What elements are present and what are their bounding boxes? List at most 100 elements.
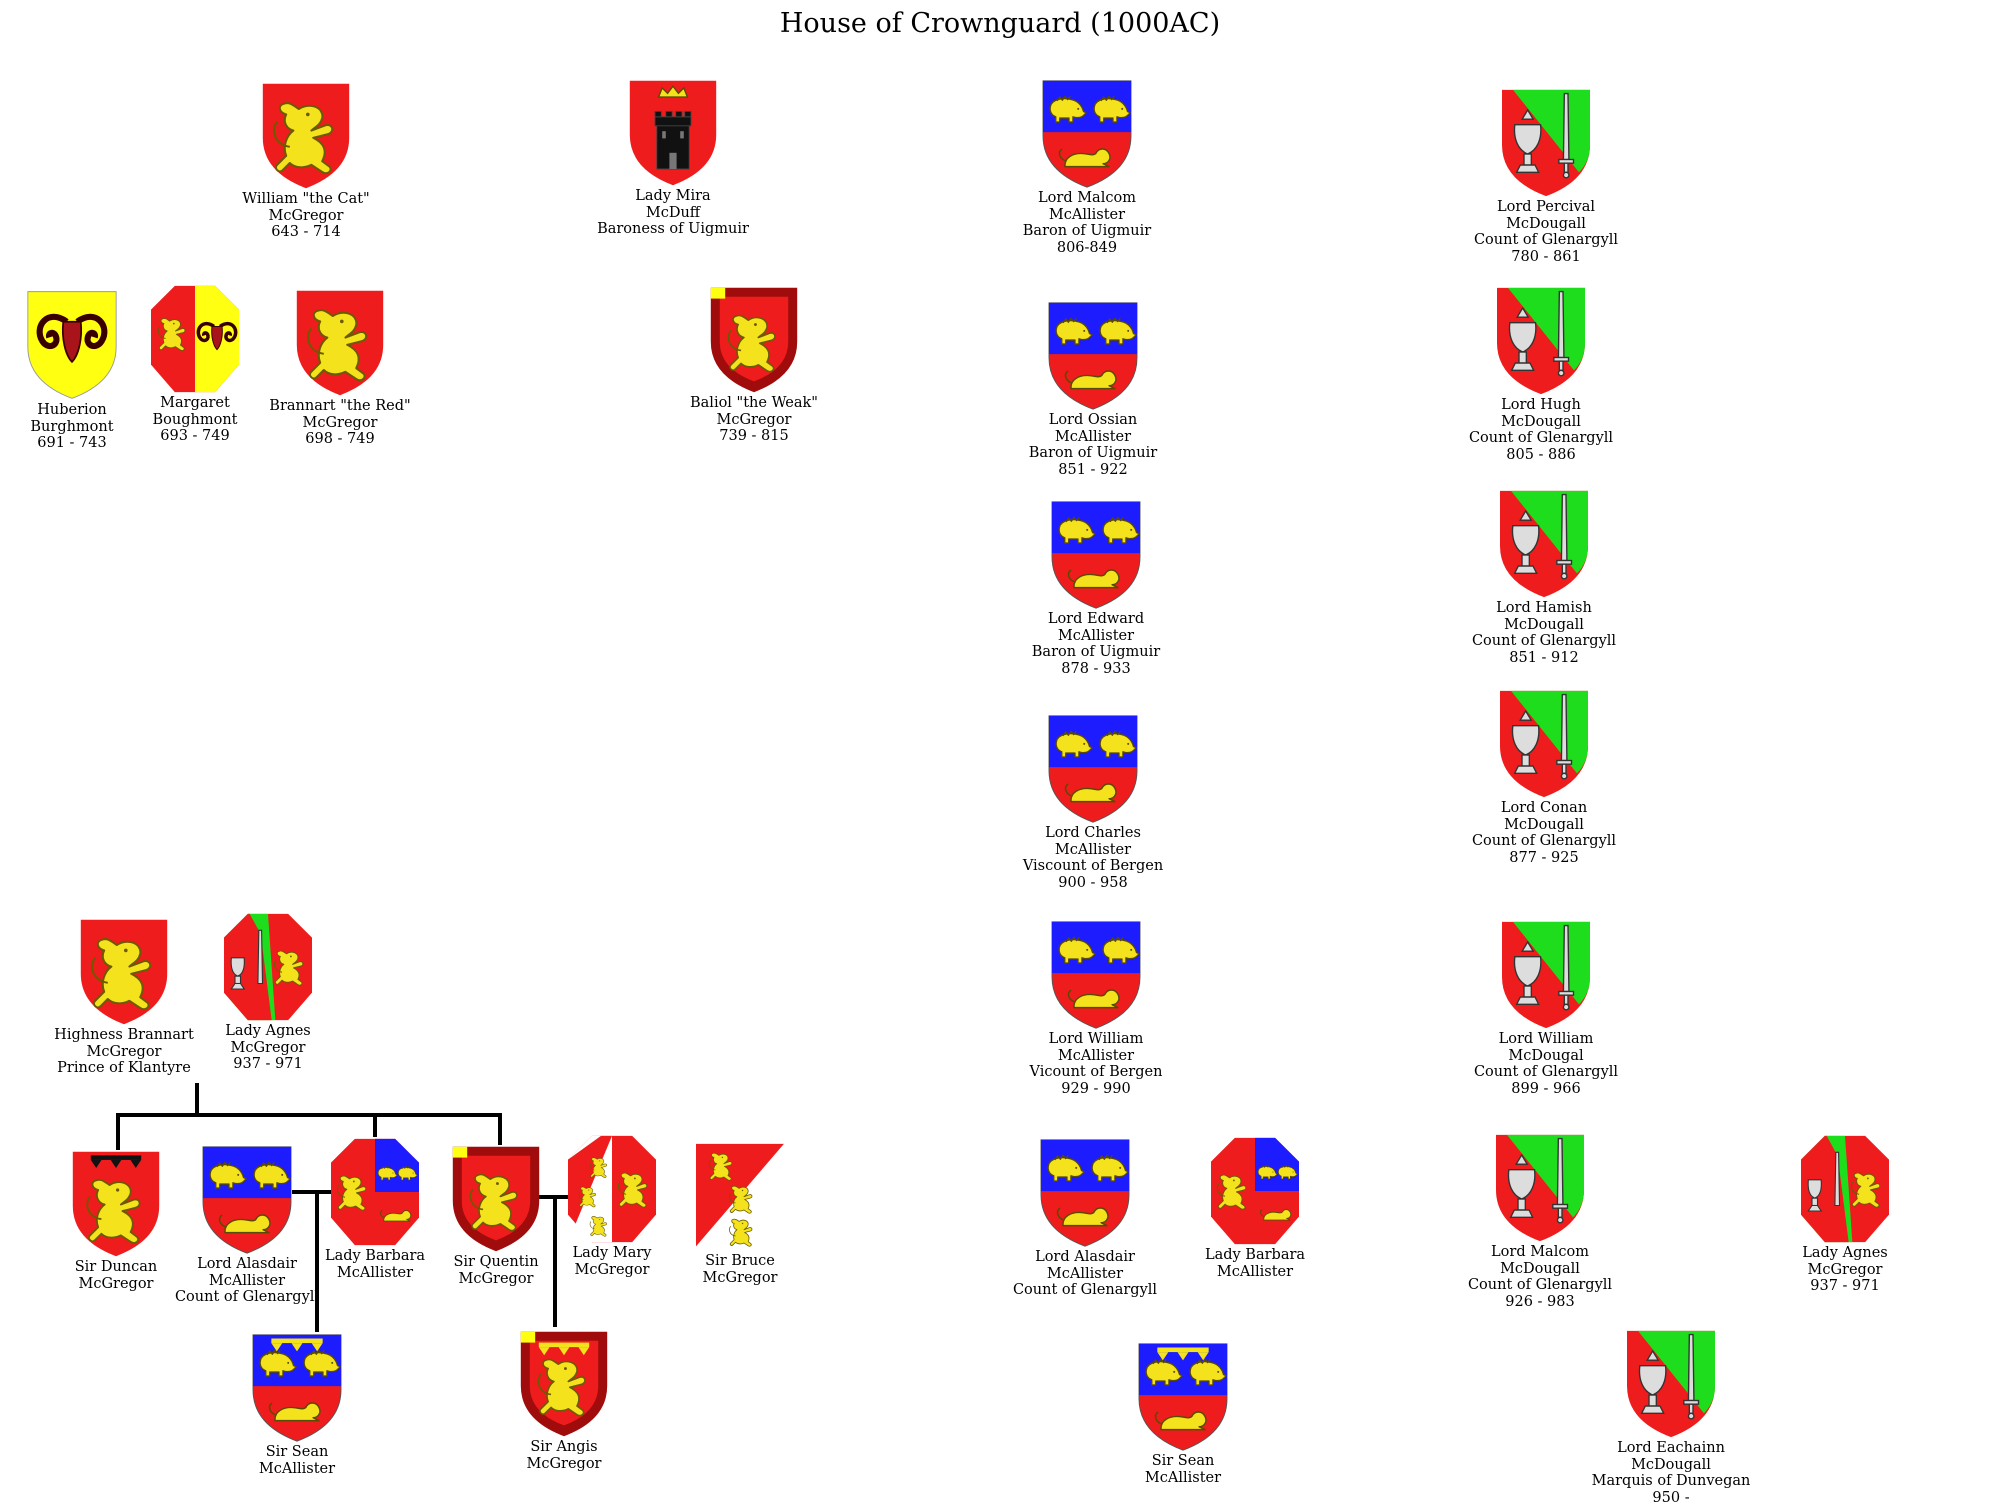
coat-of-arms-cup-sword-icon [1500,490,1588,598]
coat-of-arms-boars-icon [1042,80,1132,188]
caption-house: McGregor [268,207,344,224]
person-caption: Lord Hugh McDougall Count of Glenargyll … [1426,397,1656,463]
caption-name: Lord Edward [1047,611,1145,627]
person-sir-bruce: Sir Bruce McGregor [625,1142,855,1286]
caption-name: Lord Alasdair [197,1256,297,1272]
caption-house: McAllister [1054,841,1132,858]
caption-house: McDuff [645,204,701,221]
coat-of-arms-cup-sword-icon [1497,287,1585,395]
person-caption: Lord Alasdair McAllister Count of Glenar… [970,1249,1200,1299]
caption-house: McAllister [1054,428,1132,445]
caption-title: Baron of Uigmuir [1028,445,1158,462]
caption-name: Lord Ossian [1048,412,1138,428]
caption-name: Lord William [1498,1031,1594,1047]
caption-name: Sir Bruce [705,1253,775,1269]
caption-house: McGregor [1807,1261,1883,1278]
coat-of-arms-cup-sword-icon [1496,1134,1584,1242]
caption-dates: 877 - 925 [1509,849,1579,866]
person-alasdair-left: Lord Alasdair McAllister Count of Glenar… [132,1145,362,1306]
coat-of-arms-lion-icon [80,919,168,1025]
person-caption: Lady Agnes McGregor 937 - 971 [1730,1245,1960,1295]
coat-of-arms-lozenge-icon [1211,1137,1299,1245]
caption-house: McDougall [1504,616,1584,633]
caption-house: McAllister [1057,627,1135,644]
caption-house: McAllister [1046,1265,1124,1282]
person-caption: Highness Brannart McGregor Prince of Kla… [9,1027,239,1077]
caption-title: Count of Glenargyll [1468,430,1614,447]
caption-name: Lord Percival [1496,199,1596,215]
coat-of-arms-lozenge-icon [224,913,312,1021]
person-caption: Lord Conan McDougall Count of Glenargyll… [1429,800,1659,866]
caption-dates: 805 - 886 [1506,446,1576,463]
caption-dates: 851 - 912 [1509,649,1579,666]
person-sean-left: Sir Sean McAllister [182,1333,412,1477]
person-hugh-mcdougall: Lord Hugh McDougall Count of Glenargyll … [1426,286,1656,463]
caption-house: McAllister [258,1460,336,1477]
person-edward-mcallister: Lord Edward McAllister Baron of Uigmuir … [981,500,1211,677]
person-william-mcdougal: Lord William McDougal Count of Glenargyl… [1431,920,1661,1097]
caption-house: McDougall [1501,413,1581,430]
person-malcom-mcallister: Lord Malcom McAllister Baron of Uigmuir … [972,79,1202,256]
coat-of-arms-lions-bend-icon [696,1143,784,1251]
caption-house: McAllister [1057,1047,1135,1064]
coat-of-arms-boars-icon [202,1146,292,1254]
person-caption: Lady Barbara McAllister [260,1248,490,1281]
coat-of-arms-cup-sword-icon [1502,921,1590,1029]
person-malcom-mcdougall: Lord Malcom McDougall Count of Glenargyl… [1425,1133,1655,1310]
caption-dates: 806-849 [1056,239,1118,256]
person-caption: Sir Angis McGregor [449,1439,679,1472]
caption-house: McGregor [302,414,378,431]
caption-name: Lady Agnes [225,1023,311,1039]
person-caption: Lord Edward McAllister Baron of Uigmuir … [981,611,1211,677]
caption-dates: 900 - 958 [1058,874,1128,891]
person-agnes-right: Lady Agnes McGregor 937 - 971 [1730,1134,1960,1295]
person-margaret: Margaret Boughmont 693 - 749 [80,284,310,445]
caption-dates: 929 - 990 [1061,1080,1131,1097]
caption-name: Lord Conan [1500,800,1588,816]
person-caption: Lord Malcom McAllister Baron of Uigmuir … [972,190,1202,256]
caption-title: Count of Glenargyll [174,1289,320,1306]
caption-house: McDougall [1631,1456,1711,1473]
caption-name: Sir Sean [1151,1453,1215,1469]
coat-of-arms-boars-label-icon [252,1334,342,1442]
caption-title: Vicount of Bergen [1029,1064,1163,1081]
caption-dates: 698 - 749 [305,431,375,448]
person-caption: Lord Hamish McDougall Count of Glenargyl… [1429,600,1659,666]
coat-of-arms-boars-icon [1048,302,1138,410]
coat-of-arms-boars-icon [1051,501,1141,609]
caption-house: McDougall [1504,816,1584,833]
caption-house: McAllister [208,1272,286,1289]
coat-of-arms-cup-sword-icon [1502,89,1590,197]
caption-dates: 937 - 971 [233,1056,303,1073]
person-percival-mcdougall: Lord Percival McDougall Count of Glenarg… [1431,88,1661,265]
caption-house: McAllister [336,1264,414,1281]
caption-name: Sir Angis [530,1439,598,1455]
coat-of-arms-lion-bordure-icon [452,1146,540,1252]
caption-house: McDougall [1500,1260,1580,1277]
caption-house: McGregor [716,411,792,428]
caption-name: Highness Brannart [54,1027,194,1043]
coat-of-arms-lozenge-icon [331,1138,419,1246]
caption-title: Baroness of Uigmuir [597,221,749,238]
coat-of-arms-lozenge-icon [1801,1135,1889,1243]
caption-title: Count of Glenargyll [1012,1282,1158,1299]
caption-name: Sir Quentin [453,1254,539,1270]
person-conan-mcdougall: Lord Conan McDougall Count of Glenargyll… [1429,689,1659,866]
caption-house: Burghmont [30,418,114,435]
caption-house: McGregor [702,1269,778,1286]
coat-of-arms-lozenge-icon [151,285,239,393]
caption-title: Viscount of Bergen [1022,858,1164,875]
caption-name: Lady Barbara [1204,1247,1306,1263]
caption-title: Marquis of Dunvegan [1591,1473,1751,1490]
person-caption: Huberion Burghmont 691 - 743 [0,402,187,452]
caption-house: McDougal [1508,1047,1584,1064]
coat-of-arms-lion-icon [296,290,384,396]
person-sean-right: Sir Sean McAllister [1068,1342,1298,1486]
caption-title: Baron of Uigmuir [1022,223,1152,240]
caption-house: McAllister [1144,1469,1222,1486]
caption-name: Lady Agnes [1802,1245,1888,1261]
caption-dates: 739 - 815 [719,428,789,445]
caption-name: William "the Cat" [242,191,370,207]
person-huberion: Huberion Burghmont 691 - 743 [0,289,187,452]
person-caption: Brannart "the Red" McGregor 698 - 749 [225,398,455,448]
